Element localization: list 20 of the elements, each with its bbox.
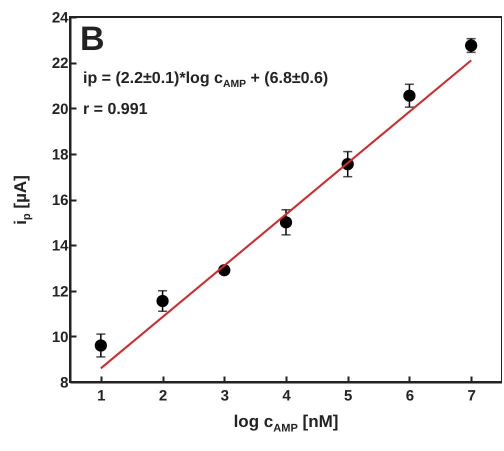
annotation: r = 0.991 <box>83 101 148 119</box>
y-tick-label: 14 <box>52 238 70 255</box>
x-tick-label: 7 <box>467 388 476 404</box>
x-tick-label: 5 <box>344 388 352 404</box>
x-tick-label: 4 <box>282 388 292 404</box>
annotation: ip = (2.2±0.1)*log c$_{AMP}$ + (6.8±0.6) <box>83 70 328 90</box>
y-tick-label: 20 <box>52 100 68 118</box>
x-tick-label: 6 <box>406 388 414 404</box>
x-tick-label: 2 <box>158 388 168 404</box>
annotation: B <box>80 20 105 59</box>
y-tick-label: 18 <box>52 146 68 164</box>
x-tick-label: 3 <box>220 388 229 404</box>
y-tick-label: 8 <box>60 374 68 392</box>
x-axis-title: log c$_{AMP}$ [nM] <box>234 412 338 434</box>
y-tick-label: 10 <box>52 328 68 346</box>
x-tick-label: 1 <box>97 388 106 404</box>
y-tick-label: 12 <box>52 283 68 300</box>
y-tick-label: 24 <box>52 10 70 26</box>
y-tick-label: 16 <box>52 192 68 209</box>
y-tick-label: 22 <box>52 55 68 72</box>
